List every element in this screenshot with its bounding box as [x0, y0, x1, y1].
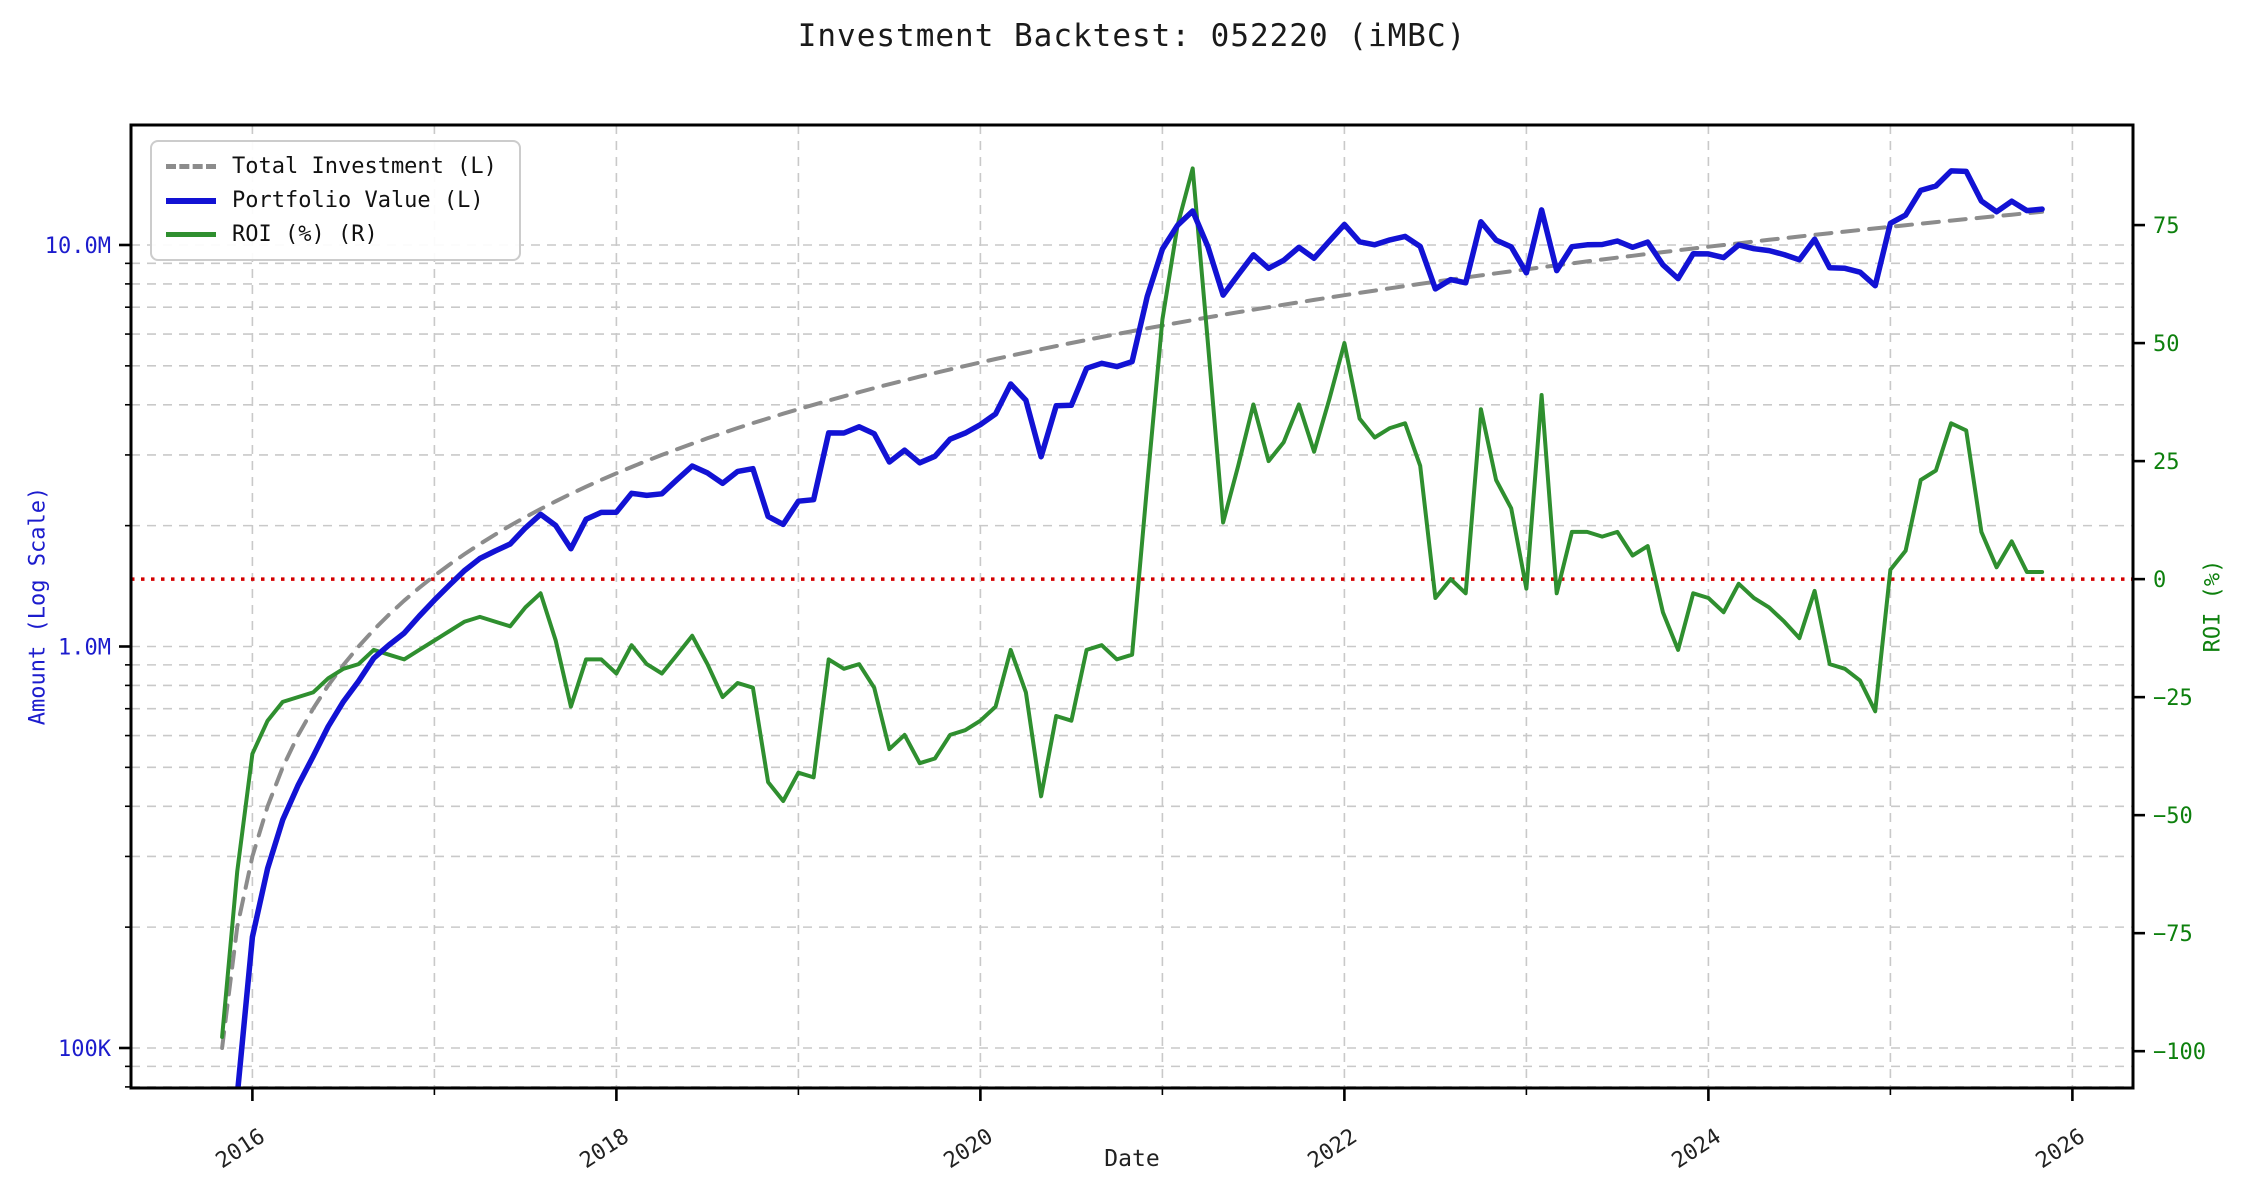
total-investment-line	[220, 209, 2045, 1050]
legend-item-label: Total Investment (L)	[232, 154, 497, 179]
legend-item-total-investment: Total Investment (L)	[166, 154, 497, 179]
left-axis-label: Amount (Log Scale)	[25, 486, 51, 726]
tick-label: 25	[2153, 450, 2180, 475]
tick-label: −50	[2153, 804, 2193, 829]
tick-label: 1.0M	[58, 635, 111, 660]
x-axis-label: Date	[1104, 1146, 1160, 1172]
tick-label: 0	[2153, 568, 2166, 593]
tick-label: −25	[2153, 686, 2193, 711]
tick-label: −75	[2153, 922, 2193, 947]
solid-line-swatch	[166, 232, 216, 237]
legend-item-label: Portfolio Value (L)	[232, 188, 484, 213]
tick-label: 100K	[58, 1037, 112, 1062]
tick-label: 50	[2153, 332, 2180, 357]
chart-title: Investment Backtest: 052220 (iMBC)	[797, 18, 1467, 54]
legend: Total Investment (L) Portfolio Value (L)…	[150, 140, 521, 261]
legend-item-roi: ROI (%) (R)	[166, 222, 497, 247]
plot-border	[129, 123, 2135, 1090]
tick-label: 10.0M	[45, 234, 111, 259]
tick-label: 75	[2153, 214, 2180, 239]
solid-line-swatch	[166, 197, 216, 204]
dashed-line-swatch	[166, 164, 216, 169]
right-axis-label: ROI (%)	[2200, 559, 2226, 653]
roi-line	[220, 166, 2045, 1039]
portfolio-value-line	[235, 168, 2045, 1088]
legend-item-portfolio-value: Portfolio Value (L)	[166, 188, 497, 213]
legend-item-label: ROI (%) (R)	[232, 222, 378, 247]
tick-label: −100	[2153, 1040, 2206, 1065]
